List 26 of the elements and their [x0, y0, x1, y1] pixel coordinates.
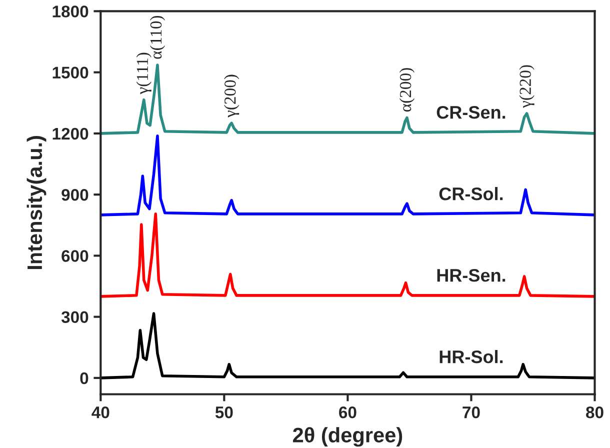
annotation: γ(220): [519, 65, 534, 108]
x-tick-label: 50: [215, 406, 233, 418]
series-label: CR-Sol.: [439, 187, 503, 200]
x-tick-label: 70: [462, 406, 480, 418]
series-label: HR-Sol.: [440, 350, 503, 364]
annotation: γ(200): [224, 74, 240, 118]
line-series: [100, 312, 595, 380]
annotation: α(200): [399, 68, 415, 112]
x-tick-label: 60: [339, 406, 356, 418]
x-axis-title: 2θ (degree): [293, 427, 402, 447]
x-tick-label: 40: [92, 406, 110, 418]
x-tick-label: 80: [586, 406, 604, 418]
y-tick-label: 1500: [52, 66, 88, 79]
y-tick-label: 600: [62, 250, 88, 262]
y-axis-title: Intensity(a.u.): [26, 136, 46, 270]
line-series: [100, 134, 595, 216]
series-label: HR-Sen.: [437, 268, 506, 282]
annotation: α(110): [150, 16, 166, 59]
y-tick-label: 1800: [52, 6, 88, 18]
line-series: [100, 212, 595, 298]
annotation: γ(111): [136, 52, 152, 94]
y-tick-label: 900: [62, 188, 88, 201]
y-tick-label: 1200: [52, 128, 88, 140]
y-tick-label: 0: [80, 372, 88, 384]
series-label: CR-Sen.: [436, 106, 506, 119]
y-tick-label: 300: [61, 311, 88, 324]
